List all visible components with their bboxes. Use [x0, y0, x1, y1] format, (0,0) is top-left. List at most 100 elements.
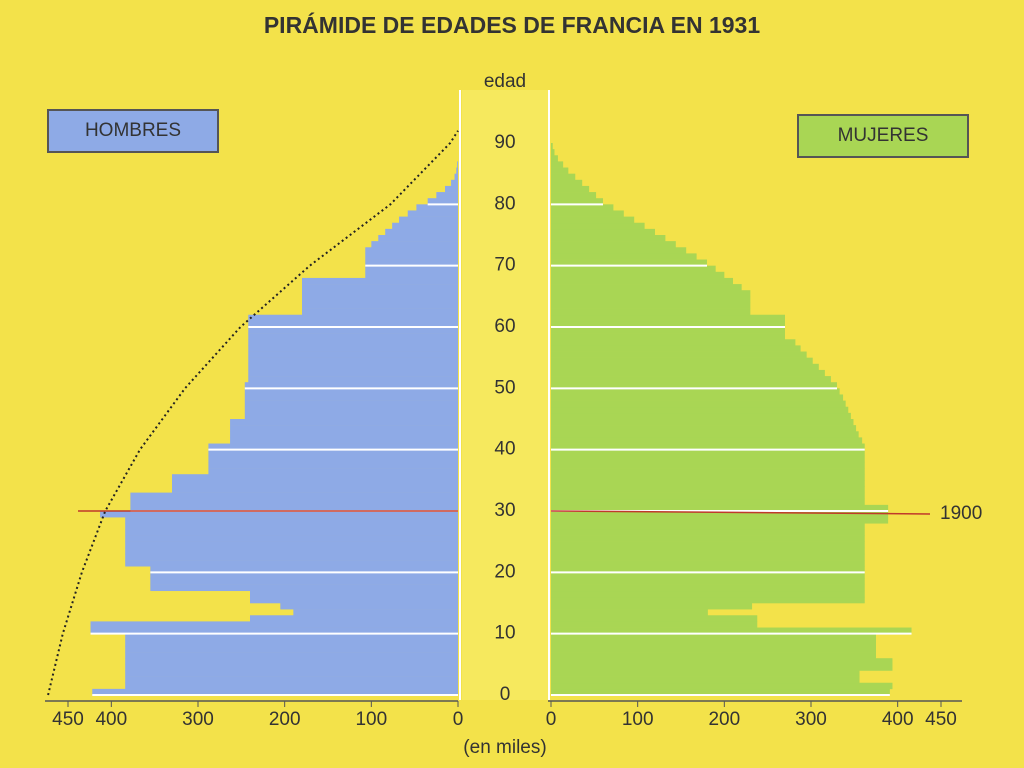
bar [378, 235, 458, 242]
bar [551, 419, 854, 426]
y-tick-label: 90 [494, 132, 515, 153]
bar [248, 314, 458, 322]
x-tick-label: 0 [546, 709, 557, 730]
bar [551, 247, 687, 254]
bar [551, 652, 876, 659]
bar [248, 333, 458, 340]
x-tick-label: 200 [708, 709, 740, 730]
bar [551, 320, 785, 328]
bar [551, 412, 851, 420]
bar [208, 455, 458, 463]
bar [451, 179, 458, 187]
bar [551, 449, 865, 457]
bar [551, 584, 865, 592]
bar [551, 523, 865, 530]
bar [244, 394, 458, 401]
reference-curve [47, 130, 459, 696]
bar [551, 327, 785, 334]
bar [551, 369, 825, 377]
bar [172, 474, 458, 481]
bar [399, 216, 458, 224]
bar [551, 603, 753, 610]
bar [551, 676, 860, 684]
bar [551, 627, 912, 634]
bar [302, 290, 458, 297]
bar [551, 204, 614, 211]
bar [551, 143, 553, 150]
bar [551, 149, 555, 156]
legend-swatch [797, 114, 969, 158]
x-tick-label: 300 [182, 709, 214, 730]
bar [280, 603, 458, 610]
bar [551, 235, 666, 242]
bar [130, 504, 458, 512]
bar [365, 271, 458, 279]
bar [208, 468, 458, 475]
bar [551, 296, 751, 303]
y-tick-label: 70 [494, 255, 515, 276]
bar [551, 560, 865, 567]
bar [551, 382, 837, 389]
legend-label: HOMBRES [85, 120, 181, 141]
bar [551, 210, 624, 217]
bar [125, 535, 458, 542]
bar [125, 664, 458, 671]
bar [551, 155, 558, 162]
bar [416, 204, 458, 211]
bar [293, 609, 458, 616]
bar [130, 498, 458, 506]
bar [302, 302, 458, 309]
bar [551, 179, 583, 187]
bar [551, 161, 564, 168]
bar [551, 173, 576, 181]
bar [244, 382, 458, 389]
bar [551, 308, 751, 316]
y-tick-label: 40 [494, 439, 515, 460]
y-tick-label: 20 [494, 561, 515, 582]
bar [551, 167, 569, 174]
bar [248, 376, 458, 383]
bar [551, 498, 865, 506]
bar [248, 345, 458, 352]
bar [551, 474, 865, 481]
bar [551, 277, 733, 285]
bar [551, 443, 865, 450]
bar [551, 609, 708, 616]
bar [248, 339, 458, 346]
bar [551, 253, 697, 260]
bar [125, 541, 458, 549]
y-tick-label: 10 [494, 623, 515, 644]
bar [454, 173, 458, 181]
bar [551, 363, 819, 371]
y-axis-label: edad [484, 71, 526, 92]
bar [371, 241, 458, 248]
bar [551, 222, 645, 230]
bar [230, 425, 458, 432]
y-tick-label: 80 [494, 193, 515, 214]
age-strip [462, 90, 548, 700]
bar [392, 222, 458, 230]
y-tick-label: 60 [494, 316, 515, 337]
bar [551, 529, 865, 536]
bar [230, 419, 458, 426]
bar [551, 431, 859, 438]
bar [551, 351, 807, 358]
y-tick-label: 0 [500, 684, 511, 705]
x-axis-label: (en miles) [463, 737, 546, 758]
bar [551, 633, 876, 641]
bar [365, 265, 458, 273]
bar [125, 633, 458, 641]
bar [551, 461, 865, 469]
bar [551, 621, 758, 628]
bar [551, 566, 865, 573]
bar [551, 302, 751, 309]
bar [248, 320, 458, 328]
bar [407, 210, 458, 217]
x-tick-label: 400 [95, 709, 127, 730]
bar [551, 376, 831, 383]
bar [551, 468, 865, 475]
x-tick-label: 100 [355, 709, 387, 730]
bar [125, 639, 458, 647]
bar [125, 560, 458, 567]
bar [244, 400, 458, 408]
